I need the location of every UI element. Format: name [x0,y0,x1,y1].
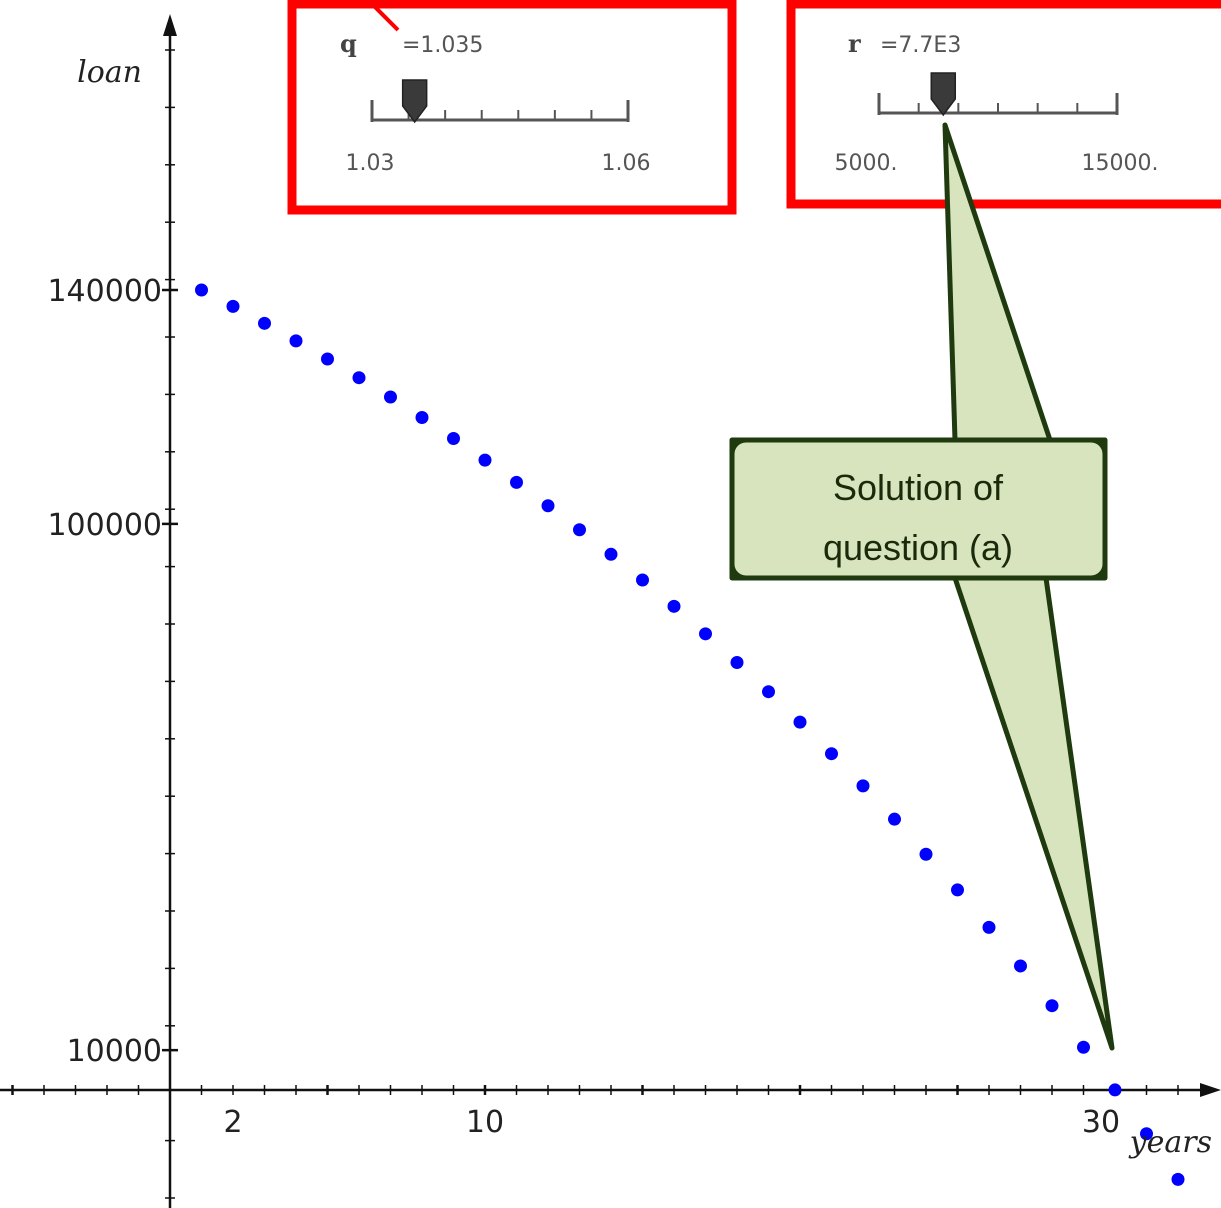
slider-r[interactable]: r =7.7E3 5000. 15000. [786,0,1221,209]
y-tick-label-140000: 140000 [47,274,162,309]
data-point-year-8 [415,410,429,424]
data-point-year-15 [636,573,649,587]
data-point-year-23 [888,812,901,826]
data-point-year-5 [321,352,334,366]
data-point-year-6 [352,371,366,385]
data-point-year-32 [1171,1172,1185,1186]
slider-r-thumb[interactable] [930,72,957,117]
slider-q-thumb[interactable] [401,79,428,124]
data-point-year-27 [1014,959,1027,973]
slider-r-track[interactable] [877,93,1119,115]
data-point-year-29 [1077,1040,1090,1054]
data-point-year-1 [195,283,208,297]
data-point-year-3 [258,316,271,330]
data-point-year-4 [289,334,303,348]
x-tick-label-30: 30 [1082,1105,1120,1140]
slider-q-min-label: 1.03 [346,151,395,176]
data-point-year-26 [982,920,996,934]
data-point-year-31 [1140,1127,1153,1141]
callout-line-1: Solution of [833,467,1004,508]
data-point-year-17 [699,627,712,641]
highlight-box-r [786,0,1221,209]
data-point-year-18 [730,655,744,669]
data-point-year-16 [667,599,681,613]
slider-thumb-shape [401,79,428,124]
data-point-year-13 [573,523,586,537]
data-point-year-9 [447,432,460,446]
slider-q[interactable]: q =1.035 1.03 1.06 [287,0,737,215]
slider-q-variable: q [340,29,357,58]
slider-thumb-shape [930,72,957,117]
x-tick-label-2: 2 [223,1105,242,1140]
data-point-year-19 [762,685,775,699]
data-point-year-21 [825,747,838,761]
data-point-year-22 [856,779,870,793]
data-point-year-28 [1045,999,1059,1013]
highlight-box-q [287,0,737,215]
slider-r-min-label: 5000. [835,151,898,176]
callout-shape [729,122,1115,1051]
slider-q-max-label: 1.06 [602,151,651,176]
data-point-year-30 [1108,1083,1122,1097]
callout-box [729,437,1108,581]
y-axis-title: loan [77,55,142,90]
x-axis-arrow [1200,1083,1221,1097]
data-point-year-25 [951,883,964,897]
y-tick-label-10000: 10000 [67,1034,162,1069]
data-point-year-24 [919,847,933,861]
y-axis-arrow [163,14,177,36]
data-point-year-20 [793,715,807,729]
x-axis-title: years [1128,1125,1212,1160]
data-point-year-10 [478,453,492,467]
x-tick-label-10: 10 [466,1105,504,1140]
pointer-line [370,2,400,32]
data-points [195,283,1185,1186]
data-point-year-2 [226,299,240,313]
data-point-year-11 [510,475,523,489]
y-tick-label-100000: 100000 [47,508,162,543]
slider-q-value: =1.035 [402,33,483,58]
slider-r-variable: r [848,29,861,58]
data-point-year-12 [541,499,555,513]
slider-r-max-label: 15000. [1082,151,1159,176]
slider-r-value: =7.7E3 [880,33,961,58]
callout-line-2: question (a) [823,527,1013,568]
data-point-year-7 [384,390,397,404]
callout-solution: Solution of question (a) [729,122,1115,1051]
data-point-year-14 [604,547,618,561]
